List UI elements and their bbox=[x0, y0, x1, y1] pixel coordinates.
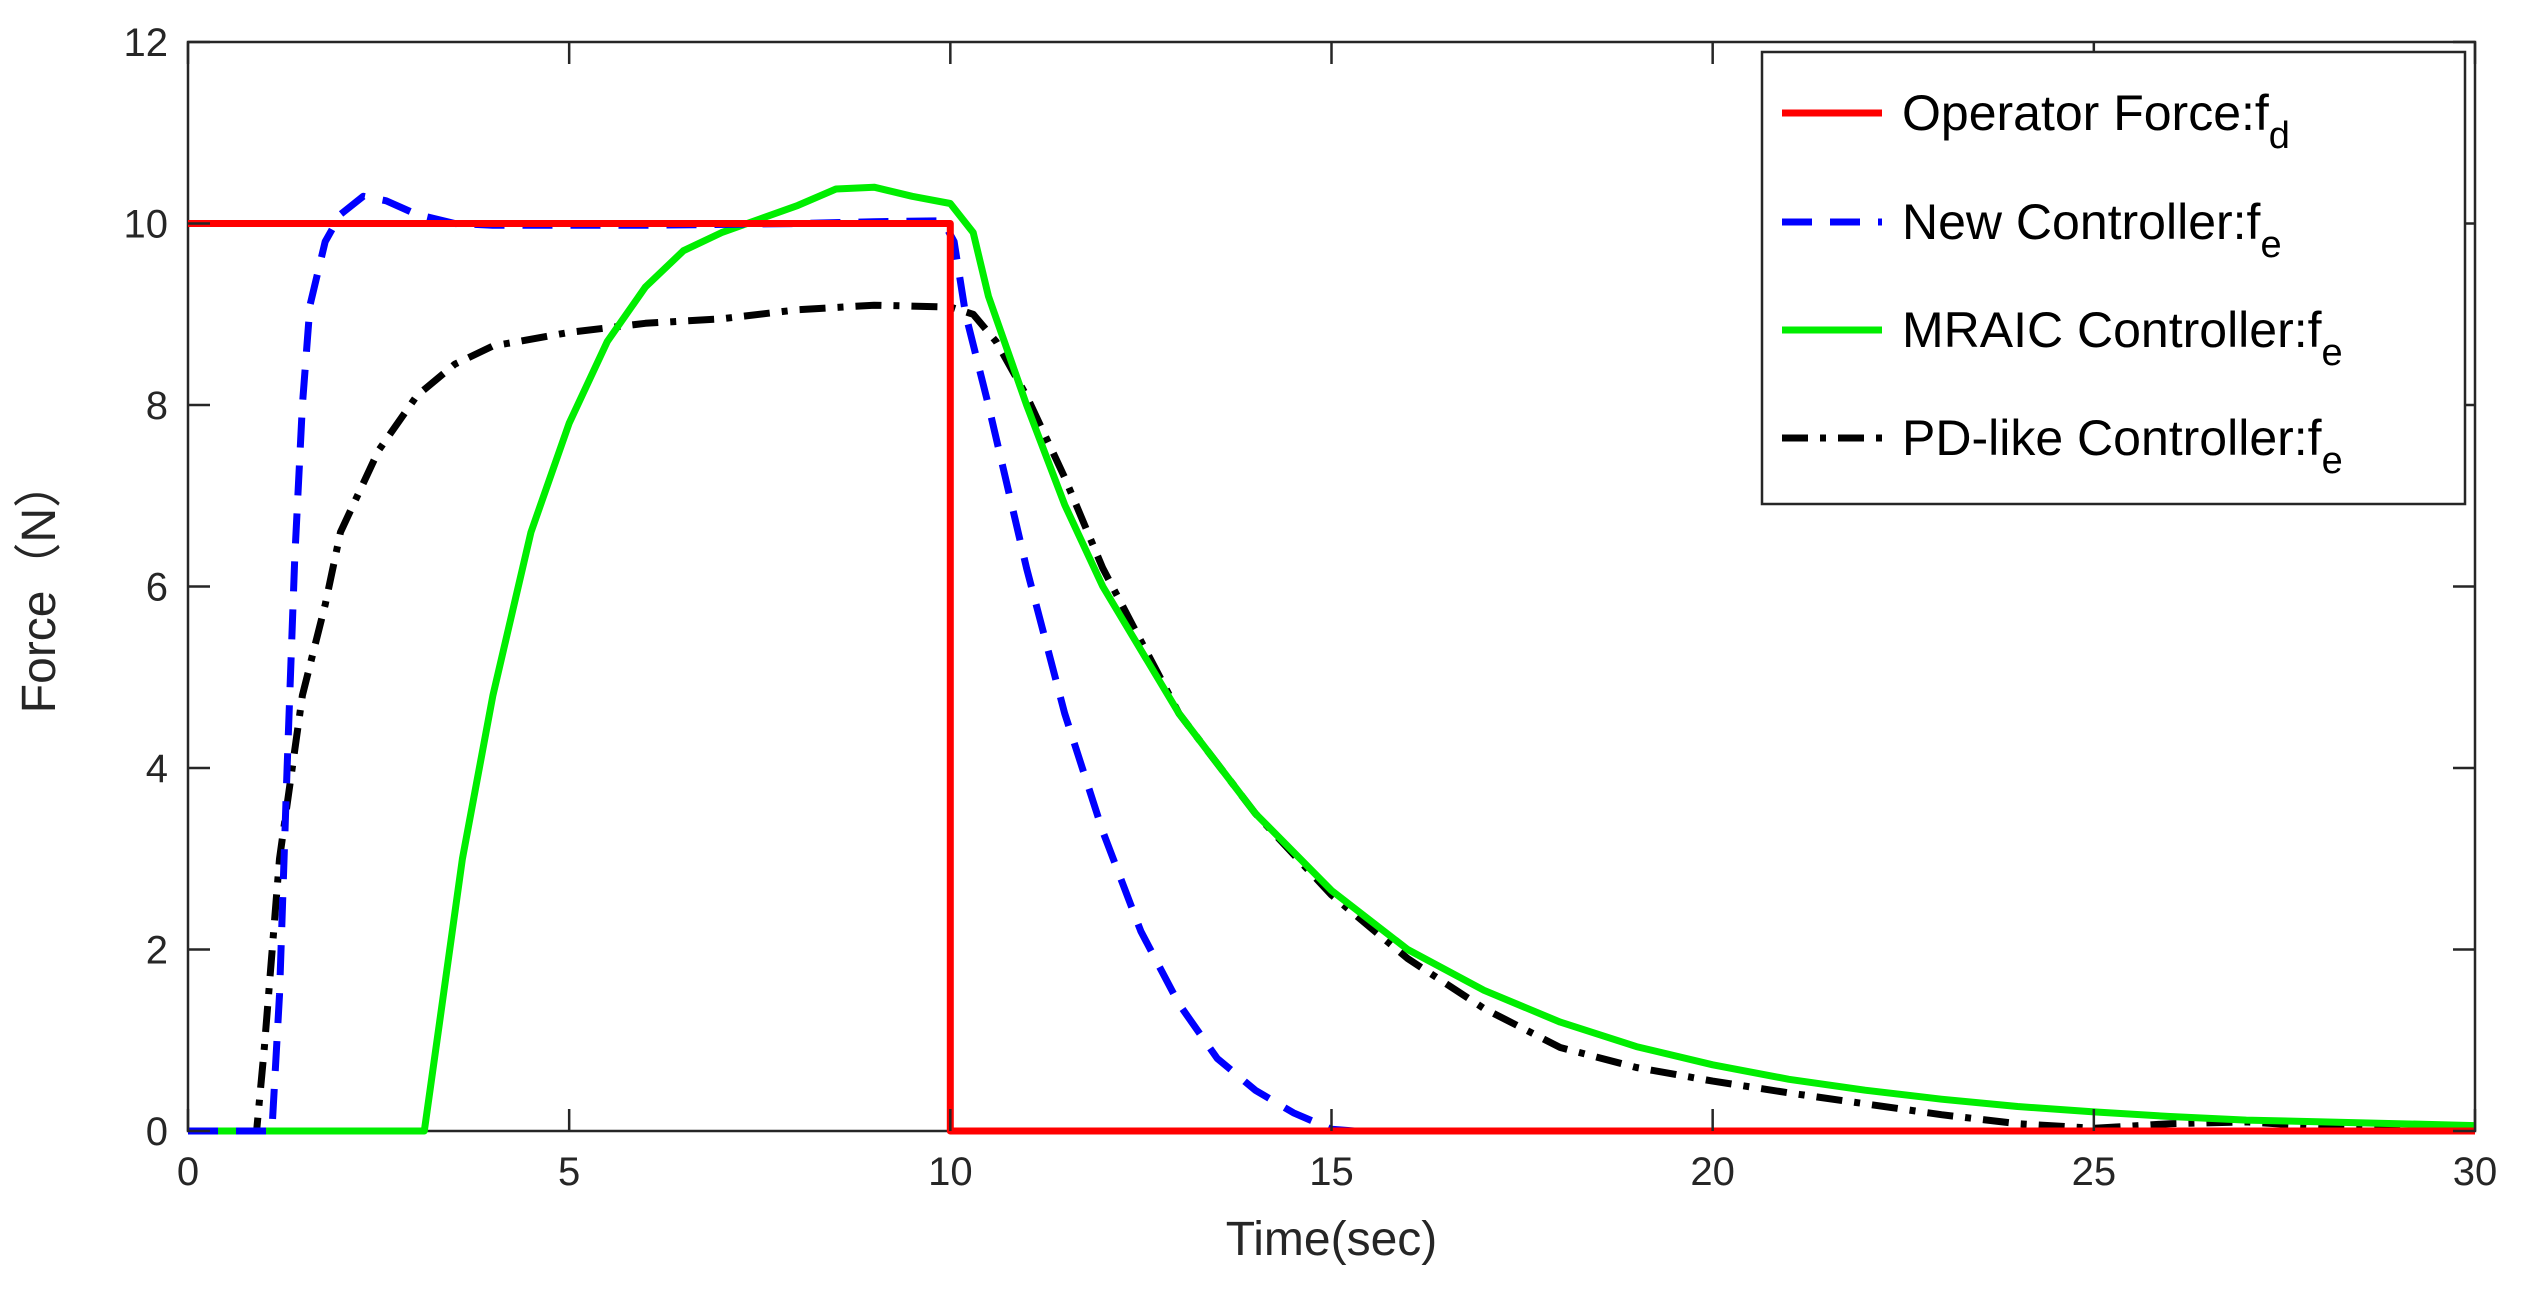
legend-entry-label: MRAIC Controller:f bbox=[1902, 302, 2322, 358]
ticks-layer: 0 5 10 15 20 25 30 0 2 4 6 8 10 12 bbox=[124, 21, 2498, 1194]
y-tick-label: 12 bbox=[124, 21, 169, 65]
legend-entry-label: New Controller:f bbox=[1902, 194, 2261, 250]
legend-entry-1: New Controller:fe bbox=[1902, 194, 2282, 266]
labels-layer: Time(sec) Force（N） bbox=[13, 460, 1437, 1266]
x-tick-label: 15 bbox=[1309, 1150, 1354, 1194]
legend-entry-subscript: e bbox=[2322, 332, 2343, 374]
legend-entry-label: Operator Force:f bbox=[1902, 85, 2269, 141]
x-tick-label: 25 bbox=[2072, 1150, 2117, 1194]
y-tick-label: 6 bbox=[146, 566, 168, 610]
legend-box bbox=[1760, 50, 2467, 506]
x-axis-label: Time(sec) bbox=[1226, 1213, 1438, 1266]
x-tick-label: 5 bbox=[558, 1150, 580, 1194]
x-tick-label: 20 bbox=[1690, 1150, 1735, 1194]
legend-entry-subscript: e bbox=[2322, 440, 2343, 482]
x-tick-label: 10 bbox=[928, 1150, 973, 1194]
legend-entry-2: MRAIC Controller:fe bbox=[1902, 302, 2343, 374]
legend-entry-0: Operator Force:fd bbox=[1902, 85, 2290, 157]
legend-entry-3: PD-like Controller:fe bbox=[1902, 410, 2343, 482]
legend-entry-subscript: e bbox=[2260, 224, 2281, 266]
y-tick-label: 8 bbox=[146, 384, 168, 428]
x-tick-label: 30 bbox=[2453, 1150, 2498, 1194]
y-tick-label: 4 bbox=[146, 747, 168, 791]
y-tick-label: 0 bbox=[146, 1110, 168, 1154]
x-tick-label: 0 bbox=[177, 1150, 199, 1194]
legend-entry-label: PD-like Controller:f bbox=[1902, 410, 2322, 466]
legend-entry-subscript: d bbox=[2269, 115, 2290, 157]
y-tick-label: 10 bbox=[124, 203, 169, 247]
y-tick-label: 2 bbox=[146, 929, 168, 973]
y-axis-label: Force（N） bbox=[13, 460, 66, 713]
series-line-2 bbox=[188, 183, 2476, 1135]
